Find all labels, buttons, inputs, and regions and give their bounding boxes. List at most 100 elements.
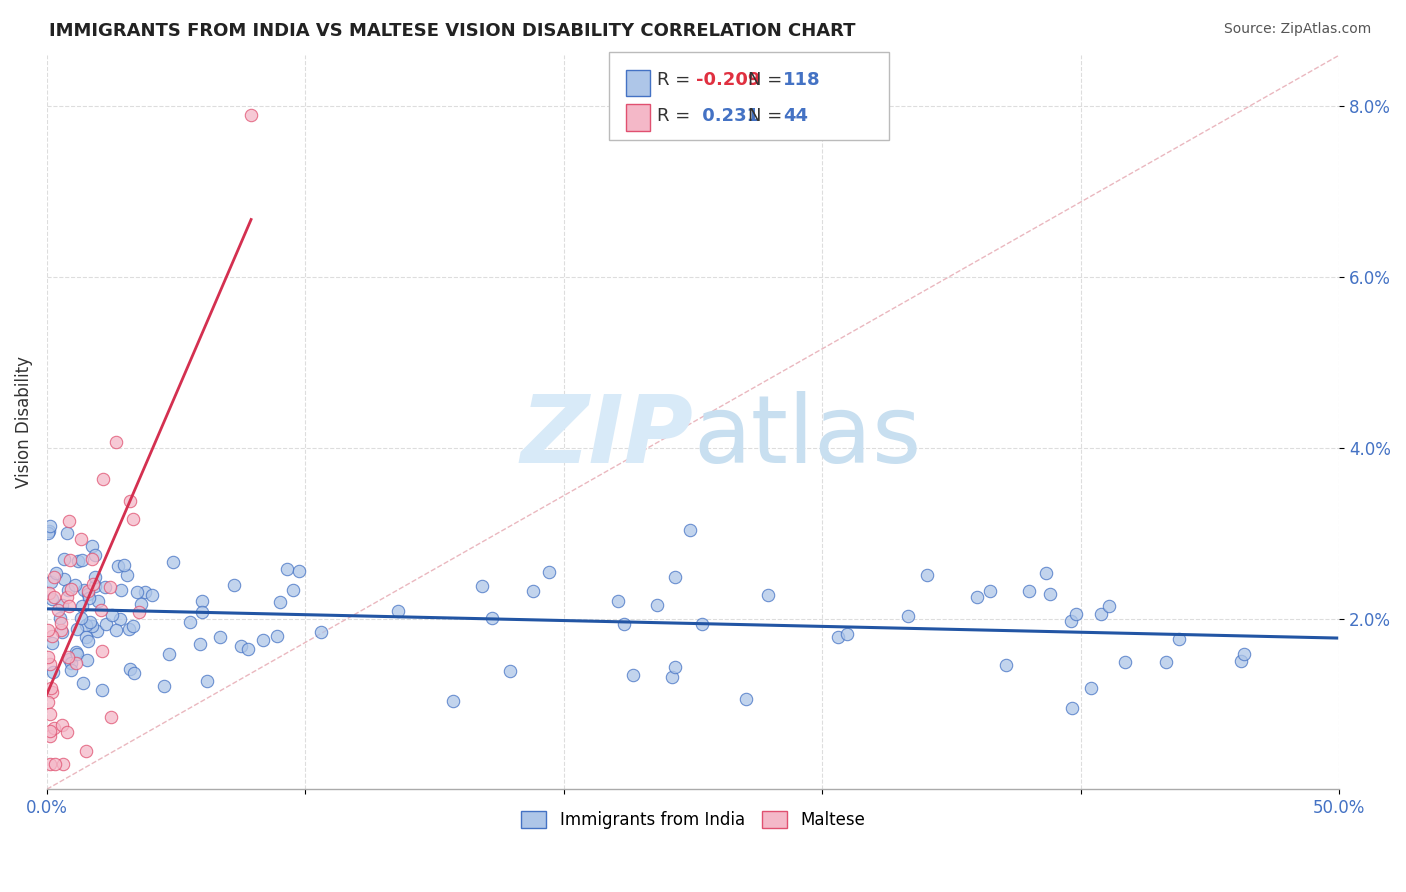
Point xyxy=(128,605,150,619)
Point xyxy=(522,584,544,599)
Point xyxy=(58,514,80,528)
Point xyxy=(537,566,560,580)
Point xyxy=(87,594,110,608)
Point xyxy=(195,673,218,688)
Point xyxy=(208,630,231,644)
Point xyxy=(42,569,65,583)
Point xyxy=(387,604,409,618)
Point xyxy=(1154,656,1177,670)
Point xyxy=(252,632,274,647)
Point xyxy=(104,434,127,449)
Text: 118: 118 xyxy=(783,71,821,89)
Point xyxy=(56,725,79,739)
Point xyxy=(76,587,98,601)
Point xyxy=(38,729,60,743)
Point xyxy=(41,629,63,643)
Point xyxy=(56,649,79,664)
Text: N =: N = xyxy=(748,107,787,125)
Point xyxy=(80,539,103,553)
Point xyxy=(679,524,702,538)
Point xyxy=(75,617,97,632)
Point xyxy=(80,552,103,566)
Point xyxy=(1114,655,1136,669)
Point xyxy=(91,472,114,486)
Point xyxy=(269,595,291,609)
Point xyxy=(1064,607,1087,622)
Point xyxy=(37,694,59,708)
Point xyxy=(122,512,145,526)
Point xyxy=(76,652,98,666)
Point xyxy=(66,622,89,636)
Point xyxy=(84,548,107,562)
Point xyxy=(45,566,67,580)
Point xyxy=(1060,700,1083,714)
Y-axis label: Vision Disability: Vision Disability xyxy=(15,356,32,488)
Point xyxy=(53,551,76,566)
Point xyxy=(52,572,75,586)
Point xyxy=(65,645,87,659)
Text: -0.209: -0.209 xyxy=(696,71,761,89)
Point xyxy=(118,622,141,636)
Point xyxy=(48,611,70,625)
Text: R =: R = xyxy=(657,71,696,89)
Point xyxy=(690,617,713,632)
Point xyxy=(39,707,62,722)
Text: 44: 44 xyxy=(783,107,808,125)
Point xyxy=(118,662,141,676)
Text: atlas: atlas xyxy=(693,391,921,483)
Point xyxy=(995,657,1018,672)
Point xyxy=(94,580,117,594)
Point xyxy=(179,615,201,629)
Point xyxy=(122,665,145,680)
Point xyxy=(39,519,62,533)
Text: R =: R = xyxy=(657,107,696,125)
Point xyxy=(37,650,59,665)
Point xyxy=(59,553,82,567)
Point xyxy=(55,591,77,605)
Point xyxy=(122,619,145,633)
Point xyxy=(90,603,112,617)
Point xyxy=(42,665,65,680)
Point xyxy=(110,612,132,626)
Point xyxy=(661,669,683,683)
Point xyxy=(72,599,94,613)
Point xyxy=(51,598,73,612)
Text: Source: ZipAtlas.com: Source: ZipAtlas.com xyxy=(1223,22,1371,37)
Point xyxy=(51,718,73,732)
Point xyxy=(105,623,128,637)
Point xyxy=(664,570,686,584)
Point xyxy=(82,577,104,591)
Point xyxy=(236,642,259,657)
Point xyxy=(41,636,63,650)
Point xyxy=(441,694,464,708)
Point xyxy=(979,583,1001,598)
Point xyxy=(77,591,100,605)
Point xyxy=(38,657,60,671)
Point xyxy=(90,683,112,698)
Point xyxy=(101,608,124,623)
Point xyxy=(115,568,138,582)
Point xyxy=(915,567,938,582)
Point xyxy=(46,603,69,617)
Point xyxy=(69,532,91,546)
Point xyxy=(76,584,98,599)
Point xyxy=(224,577,246,591)
Point xyxy=(613,617,636,632)
Point xyxy=(44,721,66,735)
Point xyxy=(44,590,66,604)
Point xyxy=(1060,614,1083,628)
Point xyxy=(56,525,79,540)
Point xyxy=(39,723,62,738)
Point xyxy=(39,756,62,771)
Point xyxy=(240,108,263,122)
Point xyxy=(229,639,252,653)
Point xyxy=(110,582,132,597)
Point xyxy=(309,624,332,639)
Point xyxy=(125,585,148,599)
Point xyxy=(49,623,72,637)
Point xyxy=(66,554,89,568)
Point xyxy=(664,659,686,673)
Point xyxy=(107,558,129,573)
Point xyxy=(835,627,858,641)
Point xyxy=(100,709,122,723)
